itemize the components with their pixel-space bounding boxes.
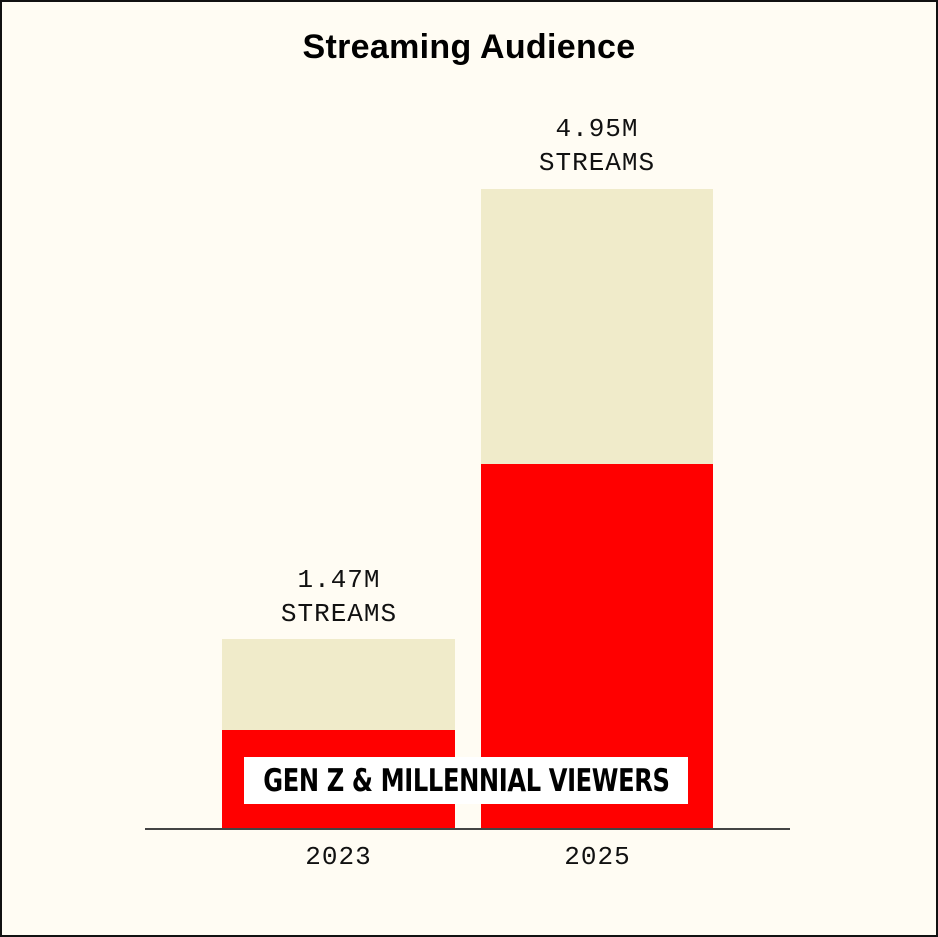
bar-2025 — [481, 189, 713, 829]
bar-unit: STREAMS — [280, 599, 398, 629]
bar-value-label-2025: 4.95M STREAMS — [467, 112, 727, 180]
x-tick-2025: 2025 — [564, 842, 631, 872]
bar-unit: STREAMS — [538, 148, 656, 178]
bar-value-label-2023: 1.47M STREAMS — [209, 563, 469, 631]
bar-value: 1.47M — [297, 565, 381, 595]
legend-genz-millennial: GEN Z & MILLENNIAL VIEWERS — [244, 757, 688, 804]
legend-label: GEN Z & MILLENNIAL VIEWERS — [262, 762, 670, 799]
bar-segment-total-2025 — [481, 189, 713, 464]
bar-segment-total-2023 — [222, 639, 455, 730]
bar-value: 4.95M — [555, 114, 639, 144]
x-axis-line — [145, 828, 790, 830]
chart-title: Streaming Audience — [302, 28, 636, 66]
x-tick-2023: 2023 — [305, 842, 372, 872]
